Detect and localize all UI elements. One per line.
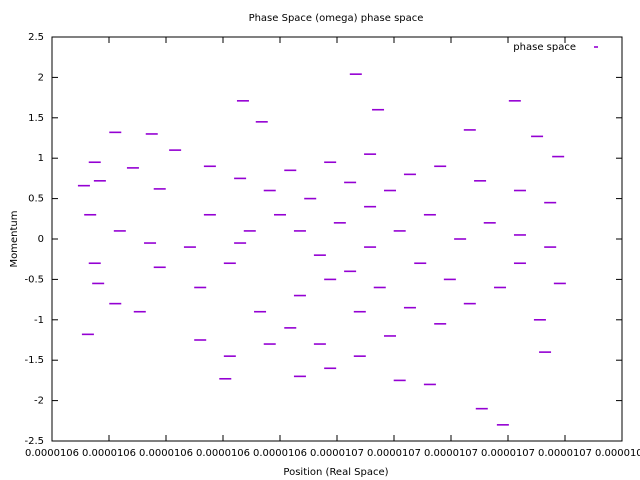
x-tick-label: 0.0000107 [424,448,478,459]
x-tick-label: 0.0000106 [82,448,136,459]
y-tick-label: -1.5 [24,355,44,366]
x-tick-label: 0.0000107 [481,448,535,459]
x-tick-label: 0.0000107 [310,448,364,459]
y-tick-label: -0.5 [24,274,44,285]
y-tick-label: 0.5 [28,194,44,205]
y-axis-label: Momentum [9,211,20,268]
y-tick-label: -1 [34,315,44,326]
y-tick-label: -2.5 [24,436,44,447]
x-tick-label: 0.0000106 [139,448,193,459]
y-tick-label: 0 [38,234,44,245]
x-tick-label: 0.0000107 [595,448,640,459]
y-tick-label: 1 [38,153,44,164]
x-axis-label: Position (Real Space) [283,467,388,478]
y-tick-label: -2 [34,396,44,407]
x-tick-label: 0.0000106 [253,448,307,459]
x-tick-label: 0.0000106 [196,448,250,459]
y-tick-label: 2 [38,72,44,83]
legend-label: phase space [513,42,576,53]
chart-title: Phase Space (omega) phase space [249,13,424,24]
y-tick-label: 2.5 [28,32,44,43]
x-tick-label: 0.0000107 [538,448,592,459]
x-tick-label: 0.0000106 [25,448,79,459]
y-tick-label: 1.5 [28,113,44,124]
x-tick-label: 0.0000107 [367,448,421,459]
